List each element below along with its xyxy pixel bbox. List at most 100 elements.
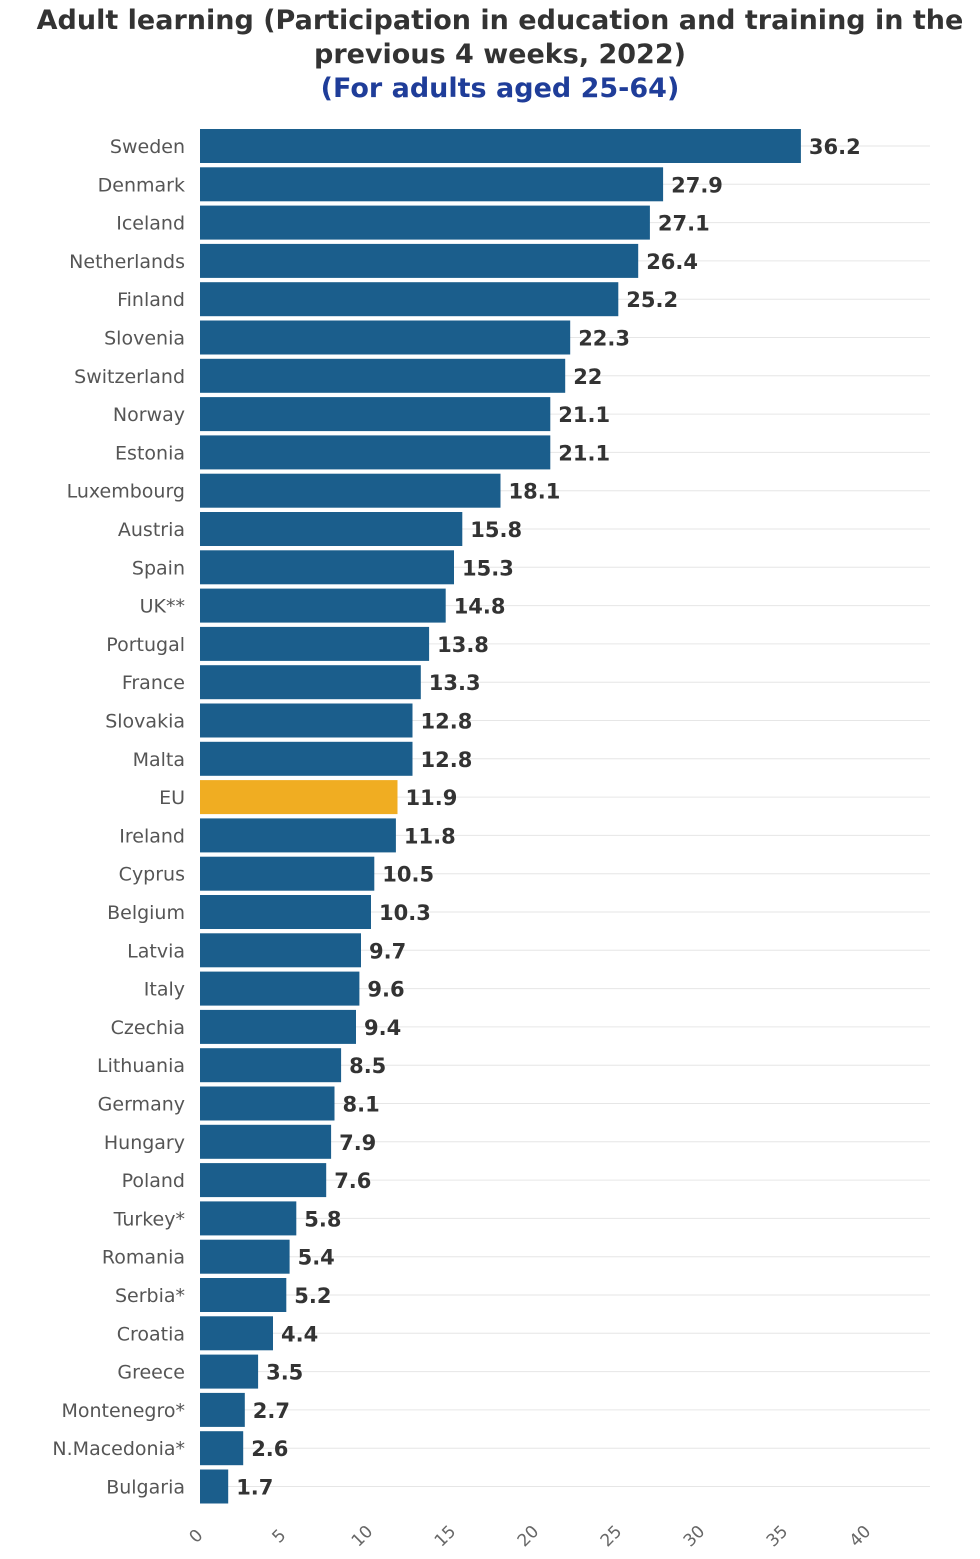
- value-label: 10.3: [379, 901, 431, 925]
- bar-slovakia: [200, 703, 413, 738]
- category-label: Spain: [132, 557, 185, 579]
- value-label: 9.6: [367, 978, 404, 1002]
- value-label: 12.8: [421, 748, 473, 772]
- category-label: Netherlands: [69, 251, 185, 273]
- category-label: Denmark: [98, 174, 185, 196]
- value-label: 5.2: [294, 1284, 331, 1308]
- category-label: Malta: [133, 749, 185, 771]
- bar-luxembourg: [200, 473, 501, 508]
- category-labels: Sweden Denmark Iceland Netherlands Finland Sl…: [52, 136, 185, 1499]
- x-tick-label: 20: [514, 1522, 543, 1551]
- value-label: 21.1: [558, 441, 610, 465]
- category-label: Lithuania: [97, 1055, 185, 1077]
- x-tick-label: 25: [597, 1522, 626, 1551]
- chart-title-line-1: Adult learning (Participation in educati…: [36, 5, 964, 36]
- x-tick-label: 0: [186, 1526, 208, 1548]
- bar-germany: [200, 1086, 335, 1121]
- category-label: Croatia: [117, 1323, 185, 1345]
- category-label: Norway: [113, 404, 185, 426]
- bar-netherlands: [200, 243, 639, 278]
- category-label: Ireland: [119, 825, 185, 847]
- value-label: 13.8: [437, 633, 489, 657]
- bar-france: [200, 665, 421, 700]
- bar-slovenia: [200, 320, 571, 355]
- category-label: Belgium: [107, 902, 185, 924]
- value-label: 14.8: [454, 595, 506, 619]
- bar-bulgaria: [200, 1469, 229, 1504]
- value-label: 26.4: [646, 250, 698, 274]
- x-axis-ticks: 0 5 10 15 20 25 30 35 40: [186, 1522, 876, 1551]
- bar-italy: [200, 971, 360, 1006]
- bar-ireland: [200, 818, 396, 853]
- category-label: EU: [159, 787, 185, 809]
- category-label: Turkey*: [113, 1208, 185, 1230]
- bar-croatia: [200, 1316, 273, 1351]
- value-label: 10.5: [382, 863, 434, 887]
- x-tick-label: 5: [269, 1526, 291, 1548]
- bar-estonia: [200, 435, 551, 470]
- category-label: Austria: [118, 519, 185, 541]
- bar-latvia: [200, 933, 361, 968]
- value-label: 5.4: [298, 1246, 335, 1270]
- value-label: 12.8: [421, 710, 473, 734]
- value-label: 27.9: [671, 173, 723, 197]
- category-label: Slovenia: [104, 328, 185, 350]
- value-labels: 36.2 27.9 27.1 26.4 25.2 22.3 22 21.1 21.1 18.1 15…: [236, 135, 861, 1500]
- bar-greece: [200, 1354, 259, 1389]
- bar-sweden: [200, 129, 801, 163]
- bar-switzerland: [200, 358, 566, 393]
- bar-romania: [200, 1239, 290, 1274]
- value-label: 11.8: [404, 824, 456, 848]
- bars: [200, 129, 801, 1504]
- category-label: Sweden: [110, 136, 185, 158]
- x-tick-label: 15: [431, 1522, 460, 1551]
- value-label: 25.2: [626, 288, 678, 312]
- chart-title-line-2: previous 4 weeks, 2022): [314, 39, 686, 70]
- bar-cyprus: [200, 856, 375, 891]
- value-label: 22.3: [578, 327, 630, 351]
- value-label: 15.3: [462, 556, 514, 580]
- value-label: 27.1: [658, 212, 710, 236]
- bar-uk: [200, 588, 446, 623]
- bar-malta: [200, 741, 413, 776]
- value-label: 2.7: [253, 1399, 290, 1423]
- category-label: Germany: [98, 1094, 185, 1116]
- chart-title-block: Adult learning (Participation in educati…: [0, 4, 980, 106]
- category-label: Slovakia: [105, 711, 185, 733]
- x-tick-label: 30: [680, 1522, 709, 1551]
- value-label: 8.1: [343, 1093, 380, 1117]
- category-label: Luxembourg: [67, 481, 185, 503]
- value-label: 13.3: [429, 671, 481, 695]
- value-label: 7.6: [334, 1169, 371, 1193]
- bar-denmark: [200, 167, 664, 202]
- category-label: N.Macedonia*: [52, 1438, 185, 1460]
- category-label: Hungary: [104, 1132, 185, 1154]
- chart-subtitle: (For adults aged 25-64): [320, 73, 680, 104]
- category-label: Estonia: [115, 442, 185, 464]
- value-label: 7.9: [339, 1131, 376, 1155]
- bar-czechia: [200, 1009, 356, 1044]
- bar-austria: [200, 512, 463, 546]
- category-label: Italy: [144, 979, 185, 1001]
- category-label: Iceland: [116, 213, 185, 235]
- bar-eu: [200, 780, 398, 815]
- value-label: 9.4: [364, 1016, 401, 1040]
- value-label: 15.8: [470, 518, 522, 542]
- category-label: Romania: [102, 1247, 185, 1269]
- category-label: Cyprus: [119, 864, 185, 886]
- bar-n-macedonia: [200, 1431, 244, 1466]
- category-label: Czechia: [111, 1017, 185, 1039]
- x-tick-label: 10: [348, 1522, 377, 1551]
- bar-lithuania: [200, 1048, 342, 1083]
- bar-norway: [200, 397, 551, 432]
- value-label: 1.7: [236, 1476, 273, 1500]
- category-label: Switzerland: [74, 366, 185, 388]
- value-label: 8.5: [349, 1054, 386, 1078]
- category-label: France: [122, 672, 185, 694]
- category-label: UK**: [140, 596, 185, 618]
- x-tick-label: 35: [763, 1522, 792, 1551]
- category-label: Finland: [117, 289, 185, 311]
- category-label: Poland: [122, 1170, 185, 1192]
- value-label: 3.5: [266, 1361, 303, 1385]
